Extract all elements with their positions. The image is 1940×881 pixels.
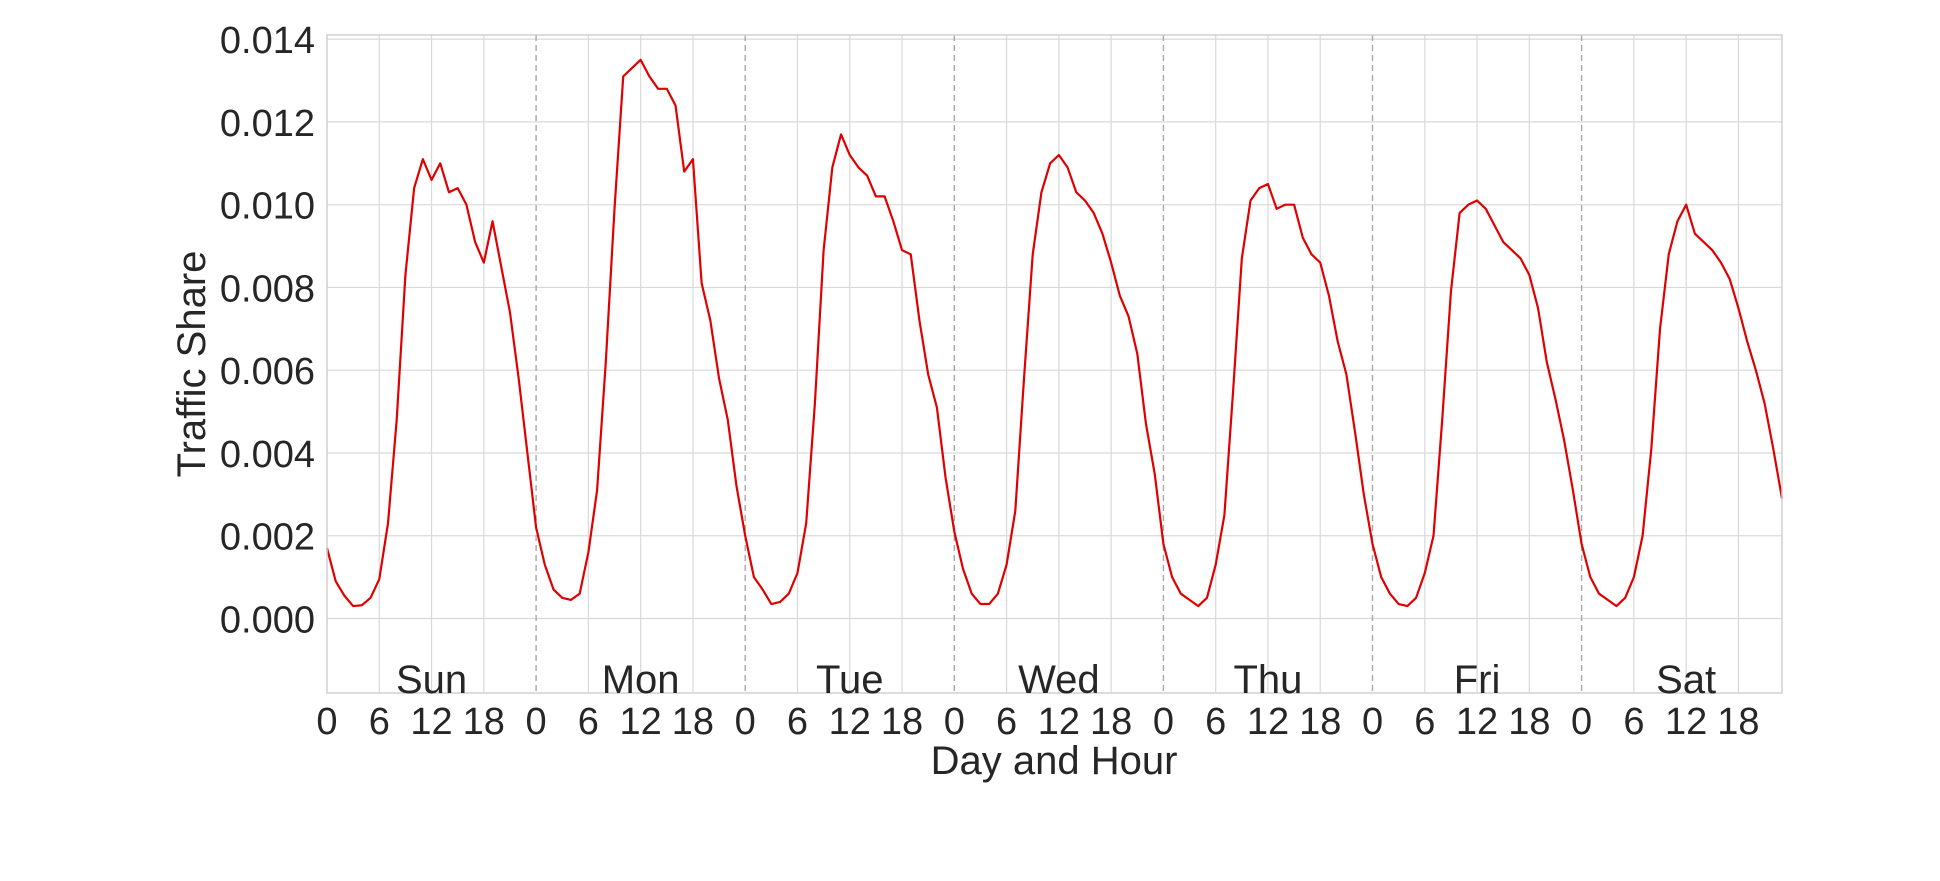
y-tick-label: 0.002 [220, 517, 315, 559]
plot-background [327, 35, 1782, 693]
x-axis-label: Day and Hour [931, 739, 1178, 783]
x-tick-label: 12 [1456, 701, 1498, 743]
y-tick-labels: 0.000 0.002 0.004 0.006 0.008 0.010 0.012 0.014 [220, 20, 315, 641]
day-label: Fri [1454, 658, 1501, 702]
day-label: Thu [1233, 658, 1302, 702]
day-label: Sun [396, 658, 467, 702]
y-tick-label: 0.012 [220, 103, 315, 145]
y-gridlines [327, 38, 1782, 620]
x-tick-label: 6 [578, 701, 599, 743]
x-tick-label: 12 [1038, 701, 1080, 743]
x-tick-label: 0 [526, 701, 547, 743]
x-tick-label: 0 [1362, 701, 1383, 743]
x-tick-label: 6 [787, 701, 808, 743]
x-tick-label: 0 [316, 701, 337, 743]
x-tick-label: 6 [1414, 701, 1435, 743]
x-tick-label: 6 [1623, 701, 1644, 743]
x-tick-label: 12 [410, 701, 452, 743]
x-tick-label: 18 [1508, 701, 1550, 743]
x-tick-label: 18 [881, 701, 923, 743]
x-tick-label: 0 [1571, 701, 1592, 743]
y-axis-label: Traffic Share [170, 251, 214, 478]
y-tick-label: 0.014 [220, 20, 315, 62]
plot-frame [326, 34, 1783, 694]
x-tick-label: 12 [620, 701, 662, 743]
x-tick-label: 18 [672, 701, 714, 743]
y-tick-label: 0.008 [220, 268, 315, 310]
day-labels: Sun Mon Tue Wed Thu Fri Sat [396, 658, 1716, 702]
x-tick-label: 18 [1299, 701, 1341, 743]
x-tick-label: 6 [1205, 701, 1226, 743]
x-tick-label: 18 [1717, 701, 1759, 743]
x-gridlines [378, 35, 1740, 693]
x-tick-label: 18 [463, 701, 505, 743]
y-tick-label: 0.010 [220, 186, 315, 228]
y-tick-label: 0.000 [220, 600, 315, 642]
x-tick-label: 6 [996, 701, 1017, 743]
y-tick-label: 0.006 [220, 351, 315, 393]
series-line [325, 58, 1784, 608]
day-label: Mon [602, 658, 680, 702]
day-label: Wed [1018, 658, 1100, 702]
x-tick-label: 6 [369, 701, 390, 743]
day-label: Sat [1656, 658, 1716, 702]
x-tick-label: 12 [829, 701, 871, 743]
x-tick-label: 0 [735, 701, 756, 743]
x-tick-label: 12 [1247, 701, 1289, 743]
day-label: Tue [816, 658, 883, 702]
x-tick-label: 0 [944, 701, 965, 743]
x-tick-labels: 0 6 12 18 0 6 12 18 0 6 12 18 0 6 12 18 0 6 12 18 0 6 12 18 0 6 12… [316, 701, 1759, 743]
x-tick-label: 12 [1665, 701, 1707, 743]
y-tick-label: 0.004 [220, 434, 315, 476]
x-tick-label: 0 [1153, 701, 1174, 743]
x-tick-label: 18 [1090, 701, 1132, 743]
